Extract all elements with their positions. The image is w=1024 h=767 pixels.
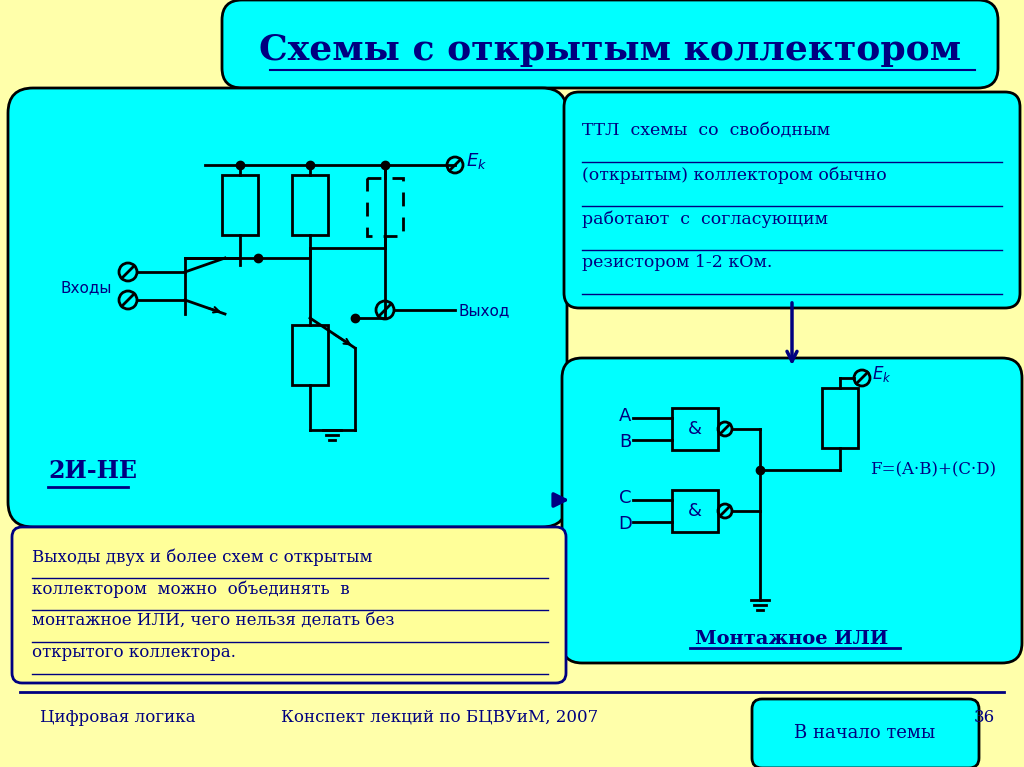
Text: В начало темы: В начало темы: [795, 724, 936, 742]
Text: $E_k$: $E_k$: [872, 364, 892, 384]
Text: коллектором  можно  объединять  в: коллектором можно объединять в: [32, 580, 350, 597]
FancyBboxPatch shape: [12, 527, 566, 683]
FancyBboxPatch shape: [752, 699, 979, 767]
Text: Выход: Выход: [458, 303, 509, 318]
Text: &: &: [688, 420, 702, 438]
Text: Монтажное ИЛИ: Монтажное ИЛИ: [695, 630, 889, 648]
Text: резистором 1-2 кОм.: резистором 1-2 кОм.: [582, 254, 772, 271]
Text: Конспект лекций по БЦВУиМ, 2007: Конспект лекций по БЦВУиМ, 2007: [282, 709, 599, 726]
Text: (открытым) коллектором обычно: (открытым) коллектором обычно: [582, 166, 887, 183]
Text: C: C: [618, 489, 631, 507]
Text: A: A: [618, 407, 631, 425]
Text: Цифровая логика: Цифровая логика: [40, 709, 196, 726]
Text: ТТЛ  схемы  со  свободным: ТТЛ схемы со свободным: [582, 122, 830, 139]
FancyBboxPatch shape: [562, 358, 1022, 663]
FancyBboxPatch shape: [8, 88, 567, 527]
Text: D: D: [618, 515, 632, 533]
Text: работают  с  согласующим: работают с согласующим: [582, 210, 828, 228]
Text: F=(A·B)+(C·D): F=(A·B)+(C·D): [870, 462, 996, 479]
FancyBboxPatch shape: [564, 92, 1020, 308]
FancyBboxPatch shape: [222, 0, 998, 88]
Text: 2И-НЕ: 2И-НЕ: [48, 459, 137, 483]
Text: 36: 36: [974, 709, 995, 726]
Text: Схемы с открытым коллектором: Схемы с открытым коллектором: [259, 33, 962, 67]
Text: Входы: Входы: [60, 281, 112, 295]
Text: Выходы двух и более схем с открытым: Выходы двух и более схем с открытым: [32, 548, 373, 565]
Text: $E_k$: $E_k$: [466, 151, 487, 171]
Text: &: &: [688, 502, 702, 520]
Text: B: B: [618, 433, 631, 451]
Text: монтажное ИЛИ, чего нельзя делать без: монтажное ИЛИ, чего нельзя делать без: [32, 612, 394, 629]
Text: открытого коллектора.: открытого коллектора.: [32, 644, 236, 661]
